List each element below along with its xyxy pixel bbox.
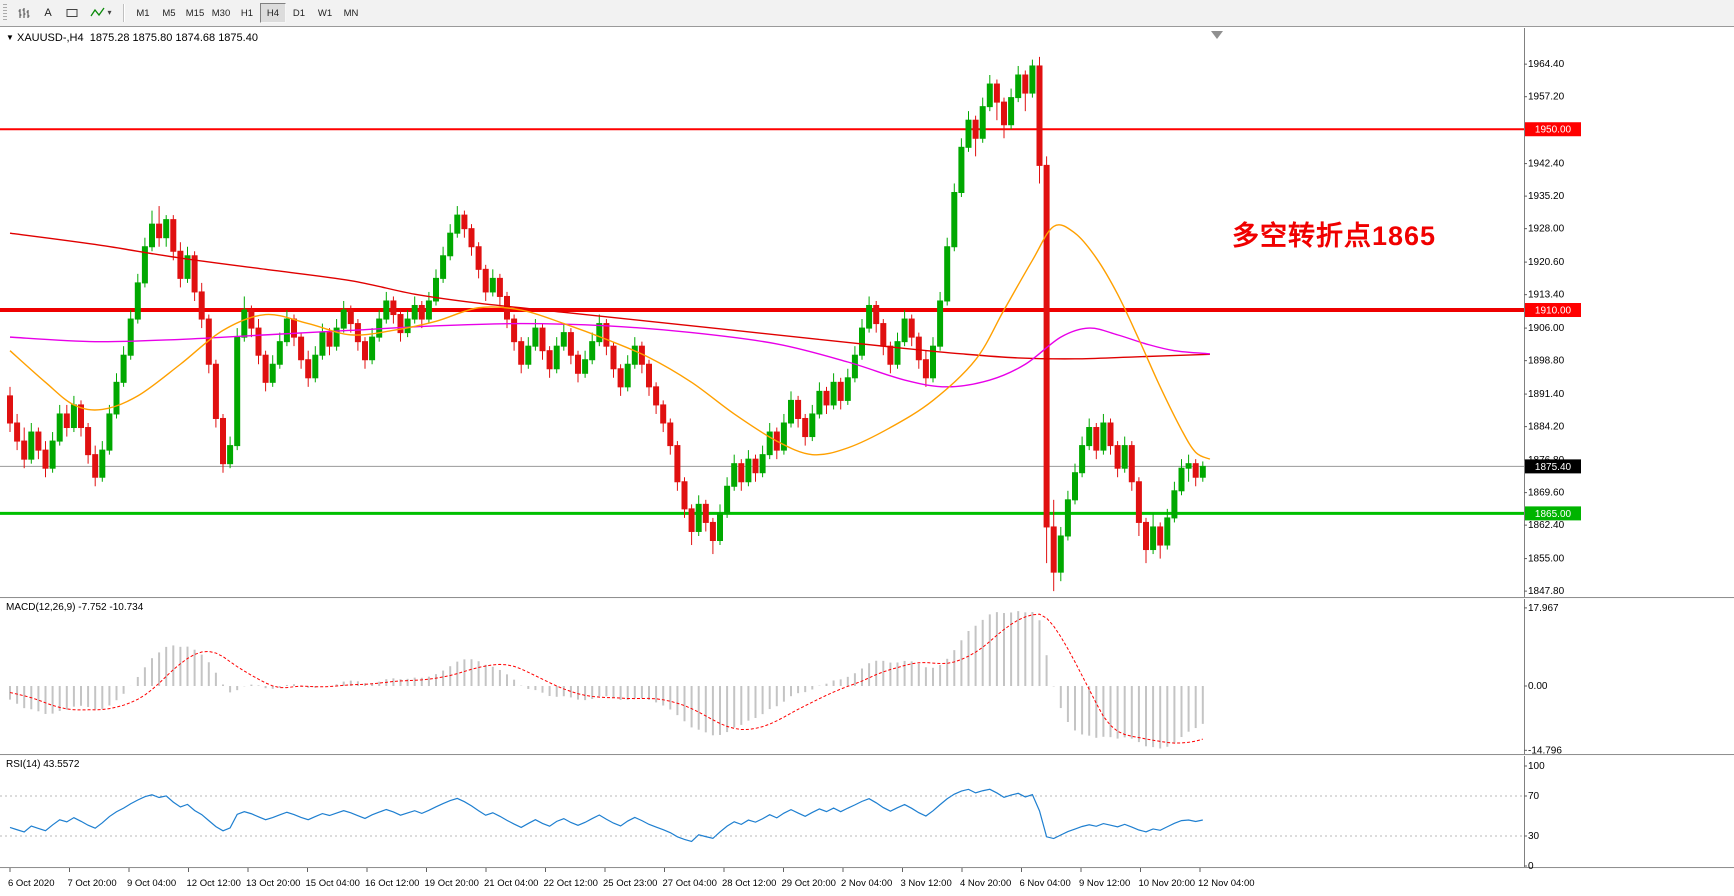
chevron-down-icon: ▾: [107, 8, 112, 17]
price-tick-label: 1913.40: [1528, 290, 1565, 301]
timeframe-button-h1[interactable]: H1: [234, 3, 260, 23]
macd-tick-label: 0.00: [1528, 681, 1548, 692]
price-badge-1910.00: [1525, 303, 1581, 318]
macd-axis: 17.967 0.00 -14.796: [1524, 603, 1562, 756]
price-badge-1950.00: [1525, 122, 1581, 137]
rectangle-tool-button[interactable]: [60, 2, 84, 24]
timeframe-button-m1[interactable]: M1: [130, 3, 156, 23]
ma-magenta: [9, 322, 1210, 388]
rsi-label: RSI(14) 43.5572: [6, 759, 80, 770]
price-badge-text: 1875.40: [1535, 462, 1572, 473]
time-tick-label: 27 Oct 04:00: [663, 878, 717, 889]
price-badge-text: 1910.00: [1535, 306, 1572, 317]
price-tick-label: 1935.20: [1528, 191, 1565, 202]
time-tick-label: 6 Oct 2020: [8, 878, 54, 889]
rsi-tick-label: 100: [1528, 761, 1545, 772]
time-tick-label: 29 Oct 20:00: [782, 878, 836, 889]
price-tick-label: 1898.80: [1528, 356, 1565, 367]
time-tick-label: 12 Oct 12:00: [187, 878, 241, 889]
toolbar: A ▾ M1 M5 M15 M30 H1 H4 D1 W1 MN: [0, 0, 1734, 27]
price-tick-label: 1906.00: [1528, 323, 1565, 334]
price-tick-label: 1862.40: [1528, 520, 1565, 531]
price-badge-text: 1950.00: [1535, 125, 1572, 136]
price-tick-label: 1855.00: [1528, 554, 1565, 565]
time-tick-label: 16 Oct 12:00: [365, 878, 419, 889]
timeframe-button-d1[interactable]: D1: [286, 3, 312, 23]
price-tick-label: 1884.20: [1528, 422, 1565, 433]
chart-shift-marker[interactable]: [1211, 31, 1223, 39]
macd-signal-line: [9, 613, 1203, 744]
timeframe-button-w1[interactable]: W1: [312, 3, 338, 23]
time-tick-label: 3 Nov 12:00: [901, 878, 952, 889]
time-tick-label: 21 Oct 04:00: [484, 878, 538, 889]
time-tick-label: 7 Oct 20:00: [68, 878, 117, 889]
price-tick-label: 1928.00: [1528, 224, 1565, 235]
symbol-timeframe-label: XAUUSD-,H4: [16, 32, 84, 44]
price-tick-label: 1869.60: [1528, 488, 1565, 499]
price-tick-label: 1920.60: [1528, 257, 1565, 268]
timeframe-toolbar: M1 M5 M15 M30 H1 H4 D1 W1 MN: [130, 3, 364, 23]
bar-chart-icon: [18, 8, 30, 18]
macd-tick-label: -14.796: [1528, 745, 1562, 756]
ma-red: [9, 232, 1210, 360]
price-badge-text: 1865.00: [1535, 509, 1572, 520]
timeframe-button-m30[interactable]: M30: [208, 3, 234, 23]
rsi-axis: 100 70 30 0: [1524, 761, 1545, 872]
time-tick-label: 9 Nov 12:00: [1079, 878, 1130, 889]
rectangle-icon: [66, 9, 78, 17]
price-badge-1865.00: [1525, 506, 1581, 521]
price-tick-label: 1847.80: [1528, 586, 1565, 597]
timeframe-button-m15[interactable]: M15: [182, 3, 208, 23]
indicators-dropdown-button[interactable]: ▾: [84, 2, 118, 24]
rsi-value: 43.5572: [43, 759, 80, 770]
price-tick-label: 1891.40: [1528, 389, 1565, 400]
price-tick-label: 1942.40: [1528, 159, 1565, 170]
time-tick-label: 4 Nov 20:00: [960, 878, 1011, 889]
price-tick-label: 1957.20: [1528, 92, 1565, 103]
toolbar-separator: [123, 4, 125, 22]
macd-panel[interactable]: [9, 611, 1204, 749]
time-tick-label: 10 Nov 20:00: [1139, 878, 1196, 889]
toolbar-drag-handle[interactable]: [3, 4, 7, 22]
macd-label: MACD(12,26,9) -7.752 -10.734: [6, 602, 144, 613]
time-tick-label: 15 Oct 04:00: [306, 878, 360, 889]
time-tick-label: 12 Nov 04:00: [1198, 878, 1255, 889]
ohlc-values: 1875.28 1875.80 1874.68 1875.40: [89, 32, 258, 44]
macd-tick-label: 17.967: [1528, 603, 1559, 614]
time-tick-label: 25 Oct 23:00: [603, 878, 657, 889]
time-tick-label: 9 Oct 04:00: [127, 878, 176, 889]
timeframe-button-m5[interactable]: M5: [156, 3, 182, 23]
macd-values: -7.752 -10.734: [78, 602, 144, 613]
time-tick-label: 6 Nov 04:00: [1020, 878, 1071, 889]
candles-layer: [7, 56, 1206, 592]
macd-histogram: [9, 611, 1204, 749]
price-tick-label: 1964.40: [1528, 59, 1565, 70]
indicators-icon: [90, 7, 106, 17]
time-axis[interactable]: 6 Oct 2020 7 Oct 20:00 9 Oct 04:00 12 Oct 1…: [8, 868, 1255, 889]
time-tick-label: 22 Oct 12:00: [544, 878, 598, 889]
symbol-dropdown-icon[interactable]: ▼: [6, 33, 14, 42]
rsi-tick-label: 0: [1528, 861, 1534, 872]
main-chart-panel[interactable]: [0, 56, 1524, 592]
price-badge-1875.40: [1525, 459, 1581, 474]
rsi-tick-label: 30: [1528, 831, 1540, 842]
tool-buttons: A ▾: [12, 2, 118, 24]
ma-orange: [9, 224, 1211, 460]
rsi-panel[interactable]: [0, 788, 1524, 843]
price-axis: 1964.40 1957.20 1942.40 1935.20 1928.00 1920.…: [1524, 59, 1581, 597]
timeframe-button-h4[interactable]: H4: [260, 3, 286, 23]
bar-chart-tool-button[interactable]: [12, 2, 36, 24]
time-tick-label: 28 Oct 12:00: [722, 878, 776, 889]
rsi-line: [9, 788, 1203, 843]
time-tick-label: 2 Nov 04:00: [841, 878, 892, 889]
chart-annotation: 多空转折点1865: [1232, 221, 1437, 251]
time-tick-label: 13 Oct 20:00: [246, 878, 300, 889]
time-tick-label: 19 Oct 20:00: [425, 878, 479, 889]
text-label-tool-button[interactable]: A: [36, 2, 60, 24]
timeframe-button-mn[interactable]: MN: [338, 3, 364, 23]
rsi-tick-label: 70: [1528, 791, 1540, 802]
symbol-info[interactable]: ▼ XAUUSD-,H4 1875.28 1875.80 1874.68 187…: [6, 32, 258, 44]
